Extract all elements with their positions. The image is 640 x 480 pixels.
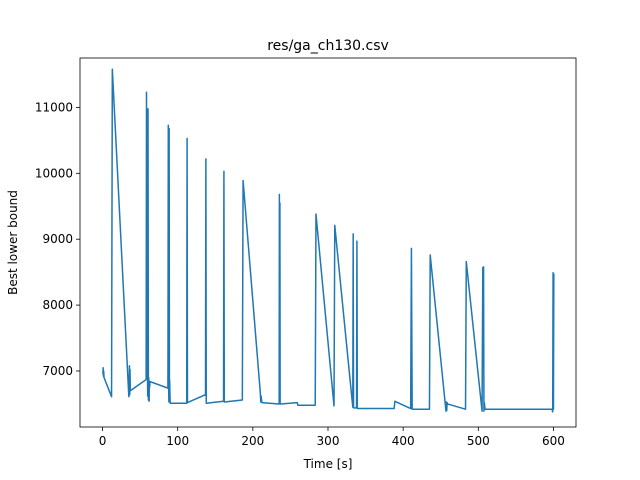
x-tick-label: 200 [241,434,264,448]
y-tick-label: 8000 [42,298,73,312]
x-tick-label: 400 [392,434,415,448]
plot-area [79,57,577,428]
y-axis-title: Best lower bound [6,190,20,295]
series-line [102,68,555,413]
y-tick-label: 11000 [35,100,73,114]
x-tick-label: 0 [99,434,107,448]
x-axis-title: Time [s] [303,457,353,471]
chart-title: res/ga_ch130.csv [267,38,389,54]
y-tick-label: 10000 [35,166,73,180]
x-tick-label: 100 [166,434,189,448]
x-tick-label: 600 [542,434,565,448]
y-tick-label: 7000 [42,364,73,378]
y-tick-label: 9000 [42,232,73,246]
plot-background [80,58,576,427]
x-tick-label: 500 [467,434,490,448]
y-axis-ticks: 7000 8000 9000 10000 11000 [35,100,80,378]
x-tick-label: 300 [317,434,340,448]
x-axis-ticks: 0 100 200 300 400 500 600 [99,427,565,448]
